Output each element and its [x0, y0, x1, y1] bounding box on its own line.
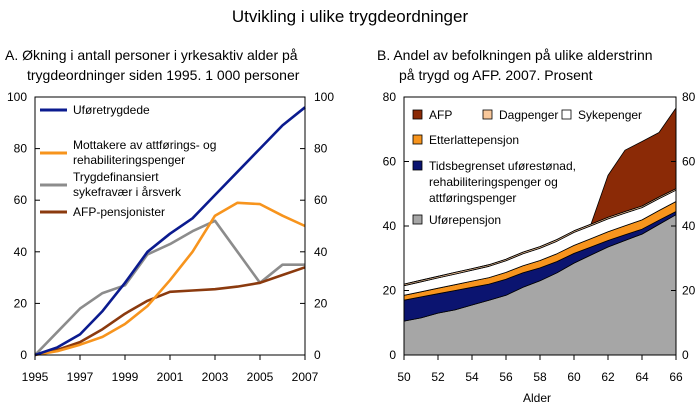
panel-b-x-tick-label: 58 — [533, 370, 547, 384]
panel-a-x-tick-label: 1997 — [67, 370, 94, 384]
panel-a-series-line — [34, 219, 305, 356]
panel-b-y-tick-label-right: 40 — [682, 219, 696, 233]
panel-a-y-tick-label-right: 60 — [314, 193, 328, 207]
panel-b-y-tick-label-right: 80 — [682, 90, 696, 104]
panel-b-legend-label: Etterlattepensjon — [429, 133, 519, 147]
panel-b-legend-swatch — [561, 109, 572, 120]
panel-b-x-tick-label: 60 — [567, 370, 581, 384]
panel-b-legend-swatch — [412, 109, 423, 120]
panel-b-legend-label: Uførepensjon — [429, 213, 501, 227]
panel-a-y-tick-label-right: 0 — [314, 348, 321, 362]
panel-a-plot-frame — [34, 96, 306, 356]
panel-a-y-tick-label-left: 20 — [14, 296, 28, 310]
panel-a-y-tick-label-left: 80 — [14, 142, 28, 156]
panel-a-y-tick-label-right: 40 — [314, 245, 328, 259]
panel-a-legend-label: sykefravær i årsverk — [73, 185, 182, 199]
panel-a-y-tick-label-right: 100 — [314, 90, 334, 104]
panel-b-x-tick-label: 64 — [635, 370, 649, 384]
panel-a-title-line-2: trygdeordninger siden 1995. 1 000 person… — [27, 67, 300, 83]
panel-b-area-chart: B. Andel av befolkningen på ulike alders… — [377, 47, 696, 405]
panel-b-x-axis-label: Alder — [523, 391, 551, 405]
panel-b-title-line-1: B. Andel av befolkningen på ulike alders… — [377, 47, 653, 63]
panel-b-legend-label: Sykepenger — [578, 108, 642, 122]
panel-b-legend-label: Tidsbegrenset uførestønad, — [429, 159, 576, 173]
panel-a-series-line — [34, 106, 306, 357]
panel-a-series-line — [34, 201, 306, 357]
panel-b-legend-swatch — [412, 214, 423, 225]
panel-b-y-tick-label-right: 60 — [682, 155, 696, 169]
panel-b-legend-label: AFP — [429, 108, 452, 122]
figure-title: Utvikling i ulike trygdeordninger — [232, 7, 469, 26]
panel-a-line-chart: A. Økning i antall personer i yrkesaktiv… — [5, 47, 334, 384]
panel-b-x-tick-label: 50 — [397, 370, 411, 384]
panel-a-x-tick-label: 1995 — [22, 370, 49, 384]
panel-b-x-tick-label: 56 — [499, 370, 513, 384]
panel-b-legend-swatch — [482, 109, 493, 120]
panel-b-y-tick-label-left: 80 — [383, 90, 397, 104]
panel-a-legend-label: Trygdefinansiert — [73, 170, 159, 184]
panel-a-x-tick-label: 2001 — [157, 370, 184, 384]
panel-b-x-tick-label: 52 — [431, 370, 445, 384]
panel-b-y-tick-label-left: 0 — [389, 348, 396, 362]
panel-a-y-tick-label-right: 20 — [314, 296, 328, 310]
panel-b-title-line-2: på trygd og AFP. 2007. Prosent — [399, 67, 593, 83]
panel-a-x-tick-label: 1999 — [112, 370, 139, 384]
panel-a-y-tick-label-left: 60 — [14, 193, 28, 207]
panel-b-x-tick-label: 66 — [669, 370, 683, 384]
panel-a-legend-label: Uføretrygdede — [73, 103, 150, 117]
panel-a-legend-label: AFP-pensjonister — [73, 205, 165, 219]
panel-b-x-tick-label: 62 — [601, 370, 615, 384]
panel-a-y-tick-label-left: 100 — [7, 90, 27, 104]
panel-a-title-line-1: A. Økning i antall personer i yrkesaktiv… — [5, 47, 298, 63]
panel-b-y-tick-label-left: 20 — [383, 284, 397, 298]
panel-a-y-tick-label-left: 0 — [20, 348, 27, 362]
panel-b-legend-label: rehabiliteringspenger og — [429, 175, 558, 189]
panel-a-legend-label: rehabiliteringspenger — [73, 153, 185, 167]
panel-b-legend-label: Dagpenger — [499, 108, 558, 122]
panel-a-y-tick-label-right: 80 — [314, 142, 328, 156]
panel-b-legend-swatch — [412, 134, 423, 145]
panel-b-y-tick-label-left: 40 — [383, 219, 397, 233]
panel-a-y-tick-label-left: 40 — [14, 245, 28, 259]
panel-a-x-tick-label: 2007 — [292, 370, 319, 384]
panel-b-legend-label: attføringspenger — [429, 191, 516, 205]
panel-a-legend-label: Mottakere av attførings- og — [73, 138, 216, 152]
panel-b-y-tick-label-right: 0 — [682, 348, 689, 362]
panel-b-y-tick-label-right: 20 — [682, 284, 696, 298]
panel-b-legend-swatch — [412, 160, 423, 171]
panel-a-x-tick-label: 2003 — [202, 370, 229, 384]
panel-a-series-line — [34, 266, 306, 357]
panel-a-x-tick-label: 2005 — [247, 370, 274, 384]
panel-b-x-tick-label: 54 — [465, 370, 479, 384]
panel-b-y-tick-label-left: 60 — [383, 155, 397, 169]
